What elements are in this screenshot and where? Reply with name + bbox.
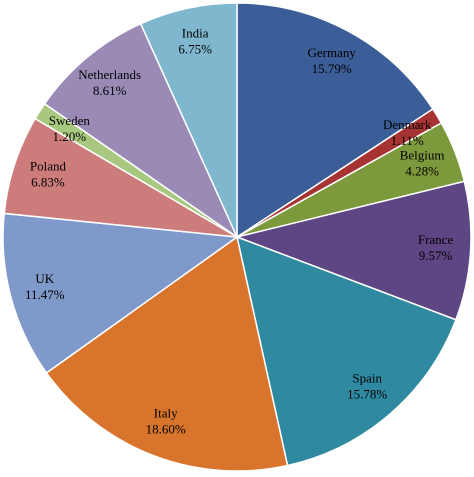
slice-name: India bbox=[182, 26, 209, 41]
slice-label: Poland 6.83% bbox=[30, 158, 67, 189]
slice-value: 1.11% bbox=[391, 133, 424, 148]
pie-slice bbox=[2, 212, 240, 374]
slice-name: UK bbox=[35, 271, 54, 286]
slice-label: Belgium 4.28% bbox=[400, 147, 445, 178]
slice-name: Belgium bbox=[400, 147, 445, 162]
slice-name: Spain bbox=[352, 370, 382, 385]
slice-label: Germany 15.79% bbox=[307, 45, 356, 76]
slice-value: 6.83% bbox=[31, 174, 65, 189]
pie-slice bbox=[235, 235, 457, 467]
pie-slice bbox=[45, 235, 289, 472]
slice-label: Netherlands 8.61% bbox=[78, 67, 141, 98]
slice-name: France bbox=[418, 232, 454, 247]
slice-name: Poland bbox=[30, 158, 67, 173]
slice-value: 11.47% bbox=[25, 287, 65, 302]
slice-label: Denmark 1.11% bbox=[383, 117, 432, 148]
slice-name: Denmark bbox=[383, 117, 432, 132]
slice-name: Netherlands bbox=[78, 67, 141, 82]
slice-label: Sweden 1.20% bbox=[49, 113, 91, 144]
pie-slice bbox=[234, 180, 472, 321]
slice-label: UK 11.47% bbox=[25, 271, 65, 302]
slice-value: 18.60% bbox=[146, 422, 186, 437]
slice-name: Italy bbox=[154, 406, 178, 421]
pie-slice bbox=[43, 22, 239, 240]
slice-label: India 6.75% bbox=[178, 26, 212, 57]
slice-label: Italy 18.60% bbox=[146, 406, 186, 437]
slice-value: 15.78% bbox=[347, 386, 387, 401]
slice-name: Germany bbox=[307, 45, 356, 60]
slice-value: 1.20% bbox=[53, 129, 87, 144]
slice-value: 15.79% bbox=[312, 61, 352, 76]
slice-label: France 9.57% bbox=[418, 232, 454, 263]
pie-slice bbox=[236, 2, 434, 239]
slice-value: 8.61% bbox=[93, 83, 127, 98]
slice-value: 6.75% bbox=[178, 42, 212, 57]
slice-value: 9.57% bbox=[419, 248, 453, 263]
slice-name: Sweden bbox=[49, 113, 91, 128]
slice-value: 4.28% bbox=[405, 163, 439, 178]
pie-slice bbox=[139, 2, 238, 238]
slice-label: Spain 15.78% bbox=[347, 370, 387, 401]
